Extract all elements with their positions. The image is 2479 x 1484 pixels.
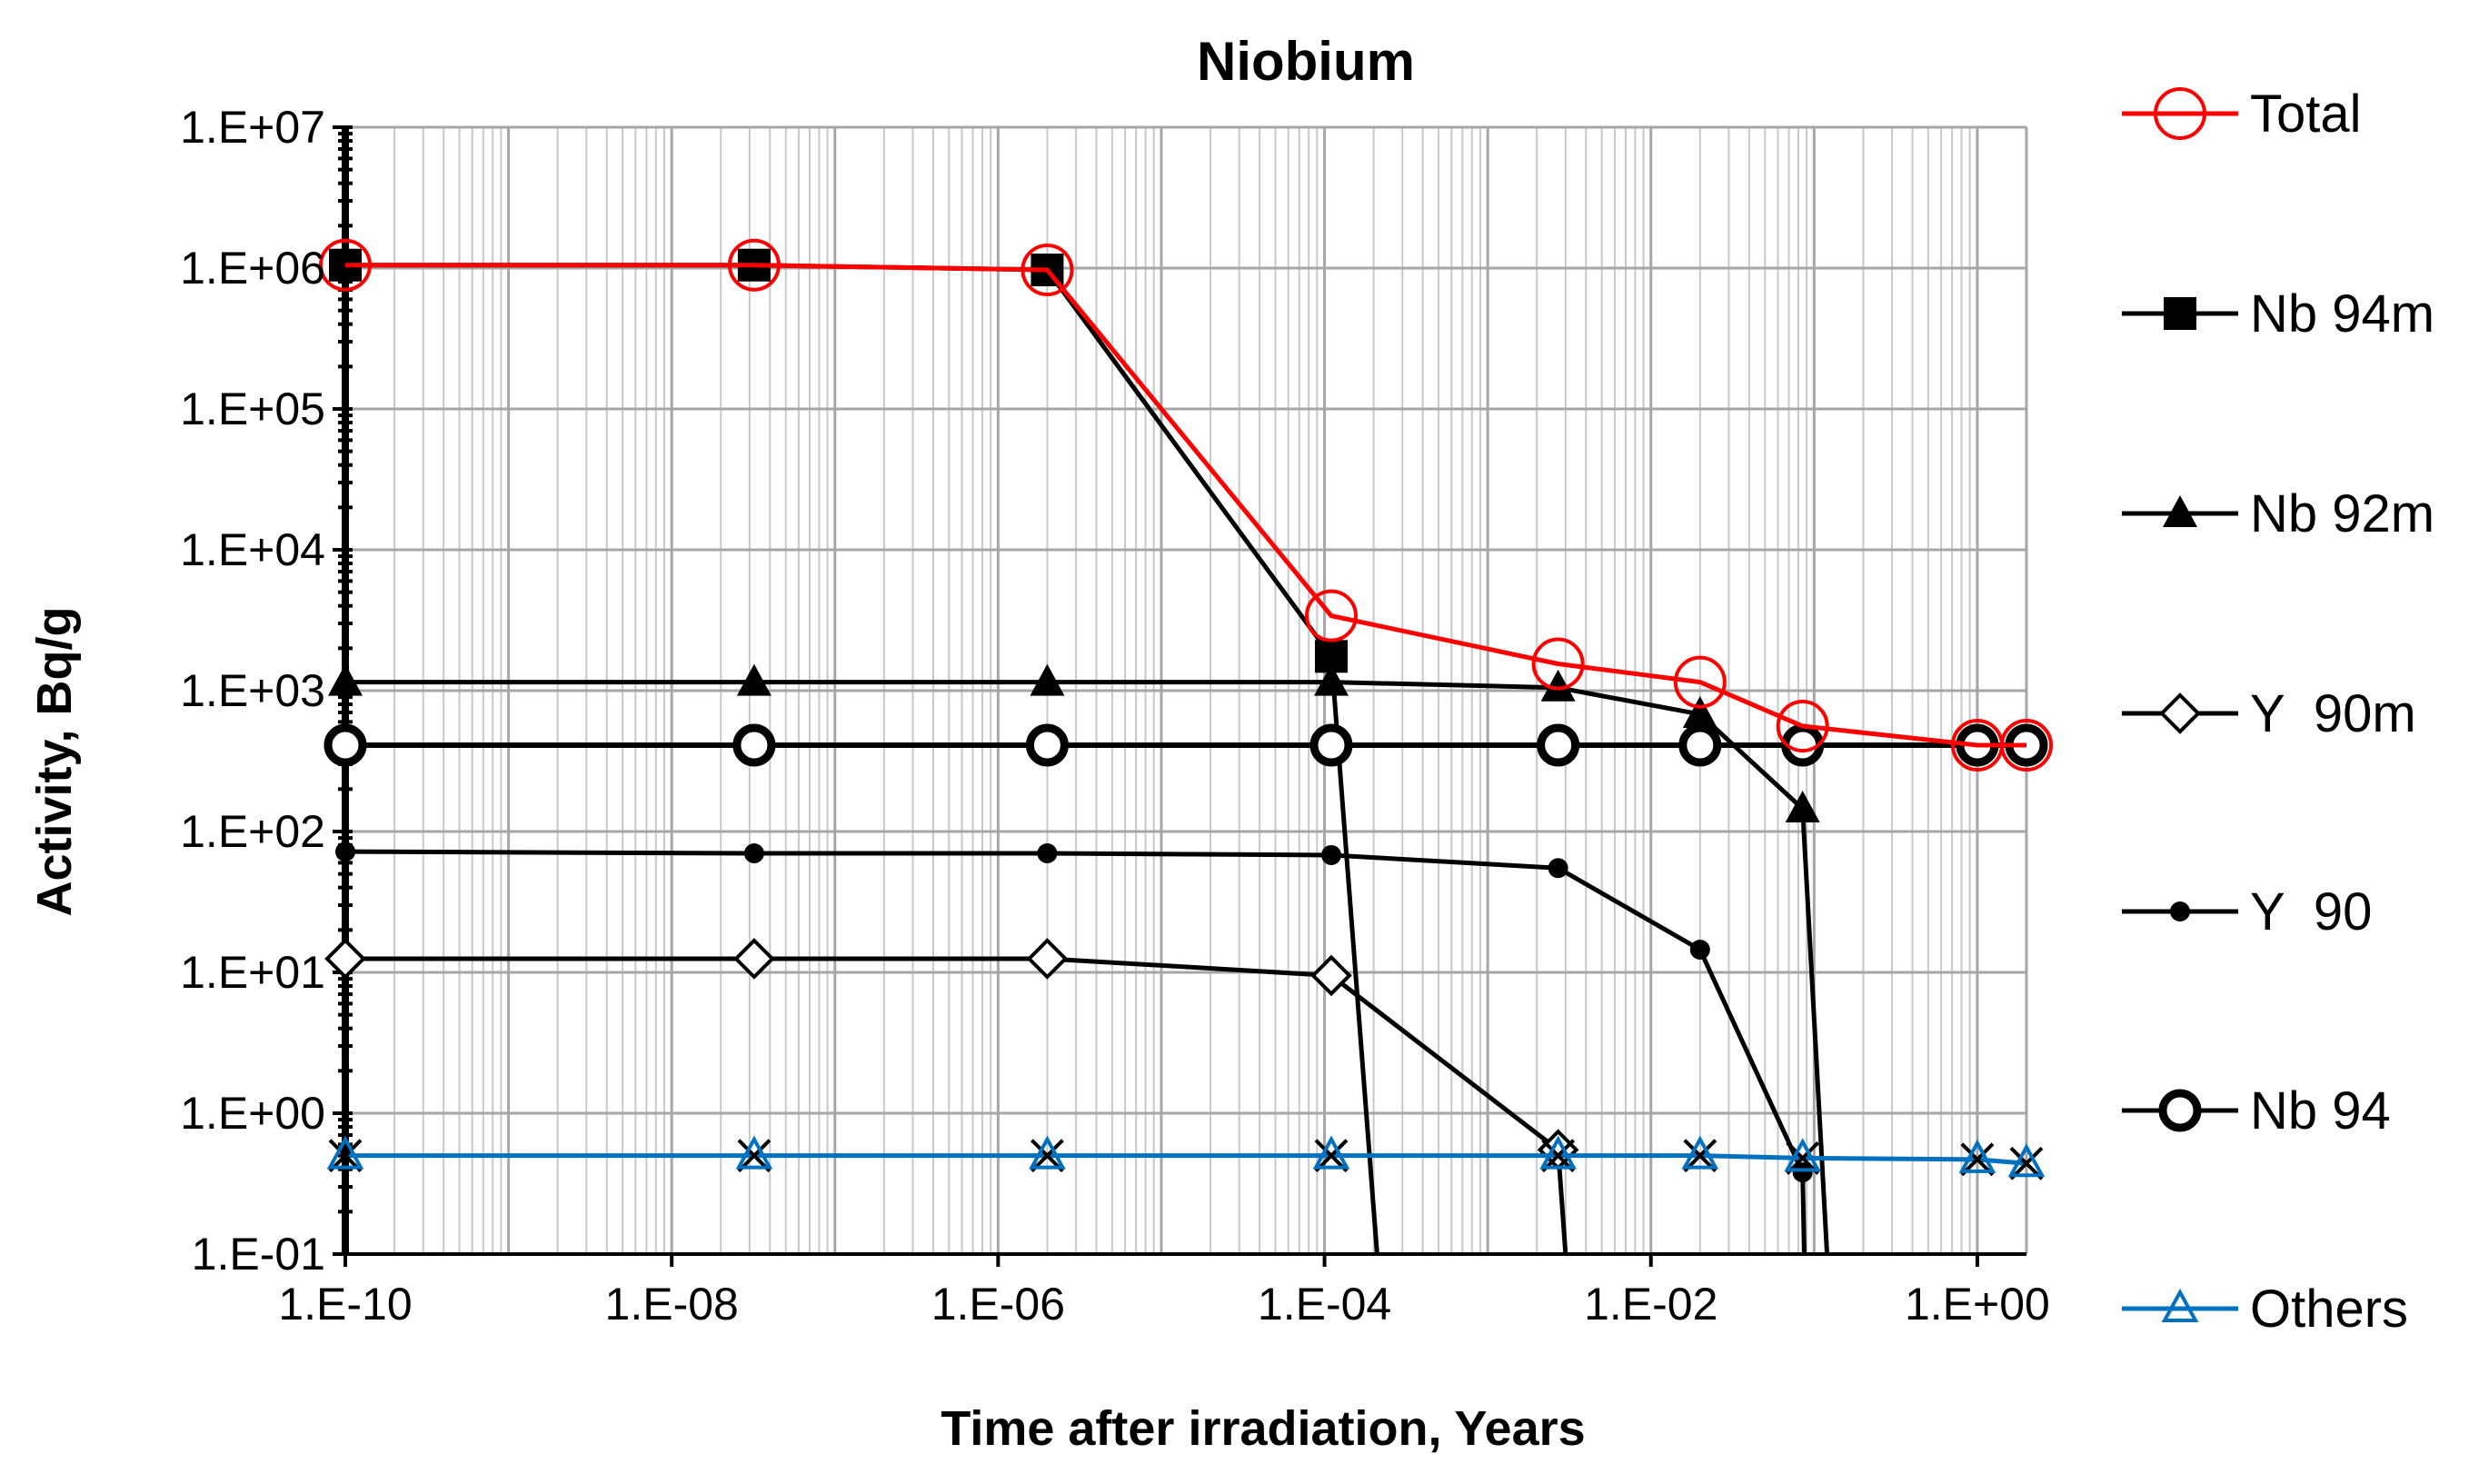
data-point xyxy=(733,938,775,980)
data-point xyxy=(1682,695,1717,728)
legend-marker xyxy=(2161,1288,2199,1322)
legend-item-nb-94: Nb 94 xyxy=(2122,1081,2391,1140)
legend-item-y-90m: Y 90m xyxy=(2122,684,2416,743)
legend-item-nb-94m: Nb 94m xyxy=(2122,284,2434,344)
legend-label: Y 90 xyxy=(2250,882,2372,941)
data-point xyxy=(335,842,355,862)
legend-label: Nb 94m xyxy=(2250,284,2434,344)
data-point xyxy=(732,723,776,767)
legend-label: Y 90m xyxy=(2250,684,2416,743)
data-point xyxy=(1537,723,1580,767)
data-point xyxy=(1313,663,1349,696)
y-tick-label: 1.E+06 xyxy=(180,243,325,294)
series-line-nb-94m xyxy=(345,263,1379,1255)
series-nb-94m xyxy=(329,248,1379,1255)
data-point xyxy=(319,238,372,292)
data-point xyxy=(1309,723,1353,767)
legend-label: Nb 94 xyxy=(2250,1081,2391,1140)
data-point xyxy=(328,663,363,696)
data-point xyxy=(1539,1135,1578,1170)
data-point xyxy=(1030,663,1065,696)
data-point xyxy=(735,1135,773,1170)
legend-marker xyxy=(2163,495,2197,527)
data-point xyxy=(1531,637,1585,691)
chart-title: Niobium xyxy=(1197,31,1415,92)
data-point xyxy=(1784,1138,1822,1172)
data-point xyxy=(324,723,367,767)
data-point xyxy=(1548,858,1568,879)
x-tick-label: 1.E+00 xyxy=(1905,1279,2050,1330)
series-line-total xyxy=(345,263,2026,748)
x-tick-label: 1.E-02 xyxy=(1584,1279,1717,1330)
series-line-others xyxy=(345,1153,2027,1166)
series-line-y-90m xyxy=(345,956,1568,1255)
series xyxy=(319,238,2053,1255)
y-tick-label: 1.E+07 xyxy=(180,102,325,153)
data-point xyxy=(1037,843,1058,864)
data-point xyxy=(324,938,366,980)
legend: Total Nb 94m Nb 92m Y 90m Y 90 Nb 94 Others xyxy=(2122,85,2434,1339)
y-tick-label: 1.E+00 xyxy=(180,1088,325,1139)
data-point xyxy=(1304,589,1358,642)
legend-label: Total xyxy=(2250,85,2362,144)
legend-item-total: Total xyxy=(2122,85,2362,144)
series-y-90m xyxy=(324,938,1579,1255)
data-point xyxy=(1029,1135,1066,1170)
data-point xyxy=(1320,844,1341,865)
legend-marker xyxy=(2159,692,2201,734)
data-point xyxy=(1673,655,1727,709)
data-point xyxy=(1026,938,1069,980)
x-tick-label: 1.E-10 xyxy=(278,1279,412,1330)
data-point xyxy=(2000,719,2053,772)
y-tick-label: 1.E+01 xyxy=(180,947,325,998)
series-line-nb-92m xyxy=(345,680,1830,1255)
data-point xyxy=(326,1135,364,1170)
data-point xyxy=(1958,1139,1996,1173)
y-tick-label: 1.E+03 xyxy=(180,665,325,716)
legend-label: Nb 92m xyxy=(2250,484,2434,543)
legend-item-others: Others xyxy=(2122,1280,2408,1339)
legend-item-nb-92m: Nb 92m xyxy=(2122,484,2434,543)
data-point xyxy=(1312,1135,1350,1170)
data-point xyxy=(1540,669,1576,702)
data-point xyxy=(1776,700,1829,753)
legend-marker xyxy=(2164,297,2196,330)
data-point xyxy=(727,238,781,292)
grid xyxy=(343,125,2028,1256)
data-point xyxy=(1781,723,1825,767)
series-nb-94 xyxy=(324,723,2048,767)
data-point xyxy=(1025,723,1069,767)
legend-label: Others xyxy=(2250,1280,2408,1339)
data-point xyxy=(1310,954,1352,997)
y-axis-title: Activity, Bq/g xyxy=(27,606,82,916)
y-tick-label: 1.E-01 xyxy=(192,1229,325,1280)
legend-marker xyxy=(2158,1089,2202,1132)
tick-labels: 1.E+07 1.E+06 1.E+05 1.E+04 1.E+03 1.E+02 1.E+… xyxy=(180,102,2050,1330)
series-nb-92m xyxy=(328,663,1830,1255)
data-point xyxy=(1689,939,1710,960)
series-line-y-90 xyxy=(344,849,1807,1255)
data-point xyxy=(1678,723,1722,767)
legend-marker xyxy=(2170,901,2190,921)
y-tick-label: 1.E+05 xyxy=(180,383,325,434)
legend-marker xyxy=(2154,87,2206,140)
legend-item-y-90: Y 90 xyxy=(2122,882,2372,941)
data-point xyxy=(1020,244,1074,297)
x-tick-label: 1.E-06 xyxy=(931,1279,1065,1330)
y-tick-label: 1.E+02 xyxy=(180,806,325,857)
data-point xyxy=(736,663,772,696)
x-axis-title: Time after irradiation, Years xyxy=(941,1401,1585,1456)
x-tick-label: 1.E-08 xyxy=(605,1279,739,1330)
x-tick-label: 1.E-04 xyxy=(1258,1279,1391,1330)
y-tick-label: 1.E+04 xyxy=(180,524,325,575)
series-y-90 xyxy=(335,842,1813,1255)
data-point xyxy=(1681,1135,1719,1170)
series-total xyxy=(319,238,2053,772)
series-others xyxy=(326,1135,2046,1180)
data-point xyxy=(1792,1162,1813,1183)
data-point xyxy=(1785,790,1820,822)
data-point xyxy=(2007,1143,2046,1178)
data-point xyxy=(743,843,764,864)
